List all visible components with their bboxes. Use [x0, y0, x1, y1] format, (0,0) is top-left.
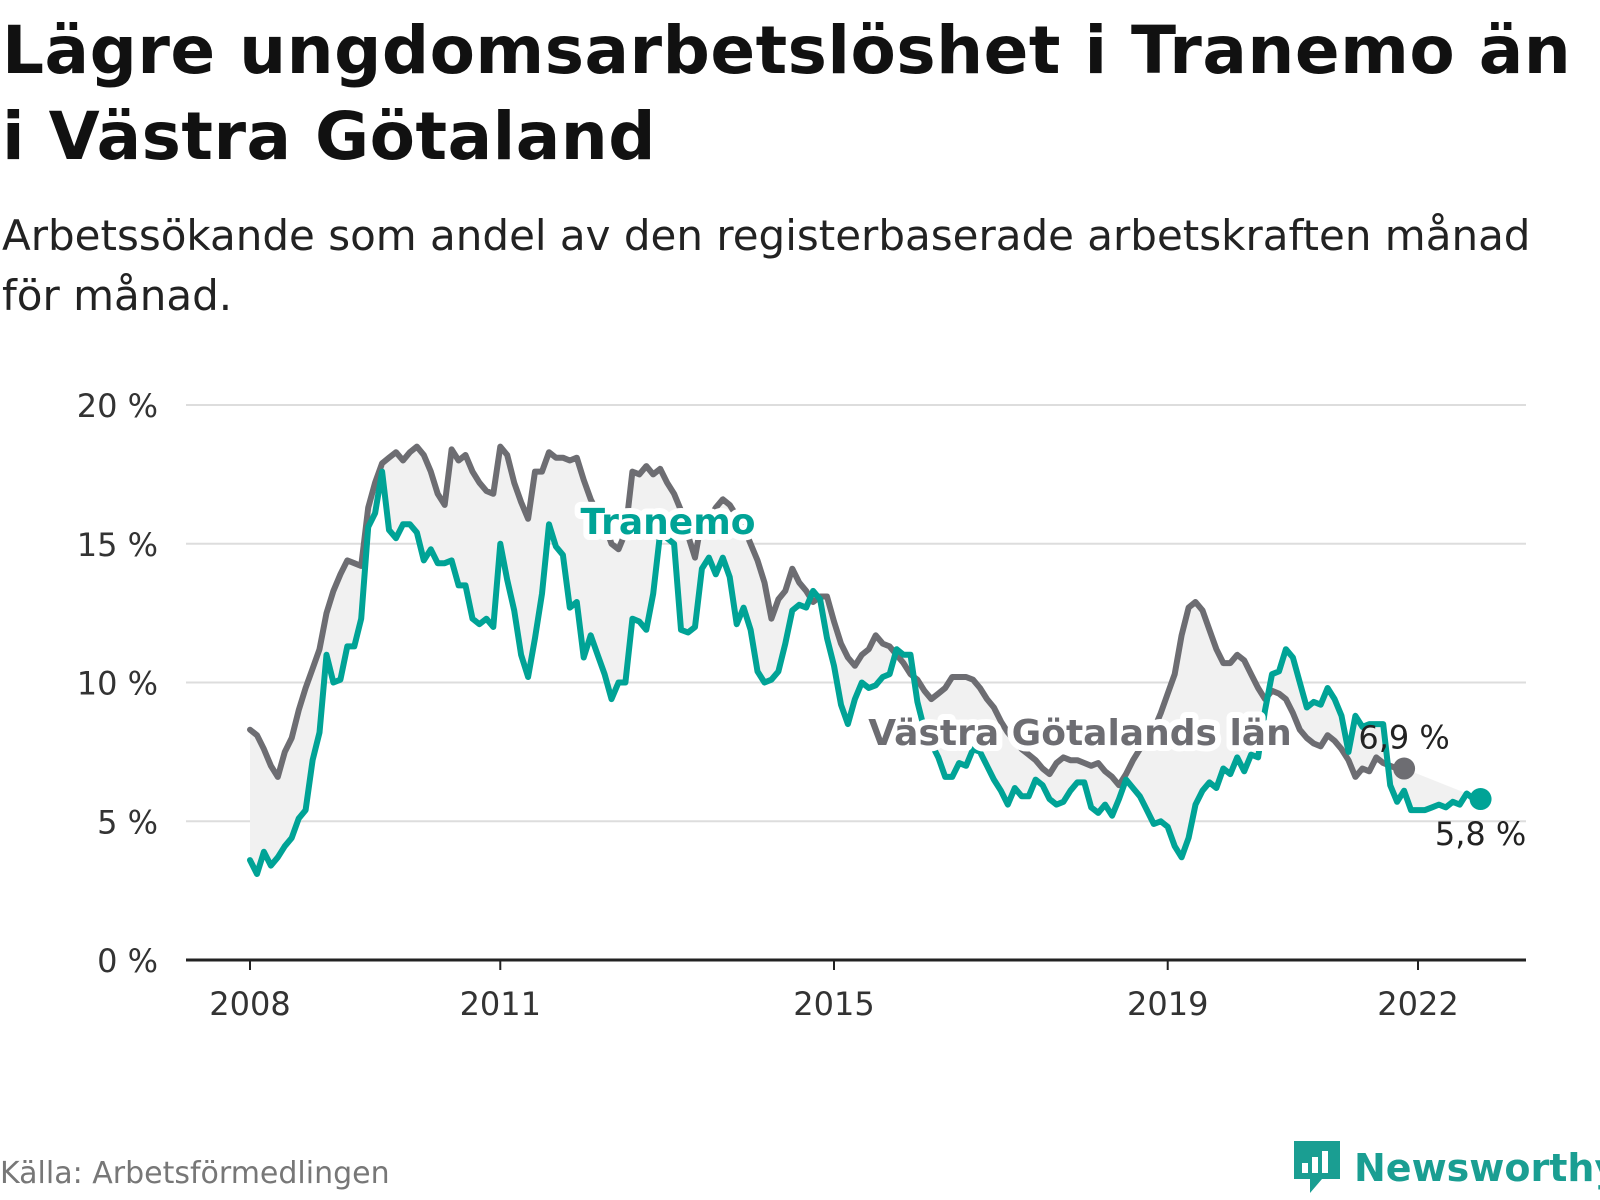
vastra-gotaland-end-label: 6,9 %	[1358, 719, 1449, 757]
y-tick-label: 20 %	[77, 387, 158, 425]
axes: 0 % 5 % 10 % 15 % 20 % 2008 2011 2015 2019 2022	[77, 387, 1526, 1023]
tranemo-end-label: 5,8 %	[1435, 815, 1526, 853]
y-tick-label: 5 %	[97, 803, 158, 841]
newsworthy-chart-icon	[1294, 1141, 1340, 1193]
x-tick-label: 2022	[1377, 985, 1458, 1023]
x-tick-label: 2011	[460, 985, 541, 1023]
y-tick-label: 10 %	[77, 665, 158, 703]
chart-title: Lägre ungdomsarbetslöshet i Tranemo än i…	[2, 12, 1572, 175]
source-note: Källa: Arbetsförmedlingen	[0, 1156, 390, 1191]
vastra-gotaland-series-label: Västra Götalands län	[868, 713, 1291, 754]
y-tick-label: 0 %	[97, 942, 158, 980]
tranemo-label-halo: Tranemo	[581, 502, 756, 543]
newsworthy-logo: Newsworthy	[1292, 1138, 1600, 1198]
y-tick-label: 15 %	[77, 526, 158, 564]
line-chart: 0 % 5 % 10 % 15 % 20 % 2008 2011 2015 2019 2022 6…	[77, 387, 1527, 1023]
brand-name: Newsworthy	[1354, 1146, 1600, 1190]
chart-subtitle: Arbetssökande som andel av den registerb…	[2, 211, 1531, 320]
series-lines	[247, 443, 1492, 877]
vastra-gotaland-label-halo: Västra Götalands län	[868, 713, 1291, 754]
tranemo-line	[247, 468, 1484, 877]
tranemo-series-label: Tranemo	[581, 502, 756, 543]
vastra-gotaland-end-dot	[1393, 757, 1416, 780]
tranemo-end-dot	[1469, 788, 1492, 811]
x-tick-label: 2015	[793, 985, 874, 1023]
x-tick-label: 2019	[1127, 985, 1208, 1023]
gap-band	[250, 446, 1481, 874]
vastra-gotaland-line	[247, 443, 1408, 789]
x-tick-label: 2008	[209, 985, 290, 1023]
